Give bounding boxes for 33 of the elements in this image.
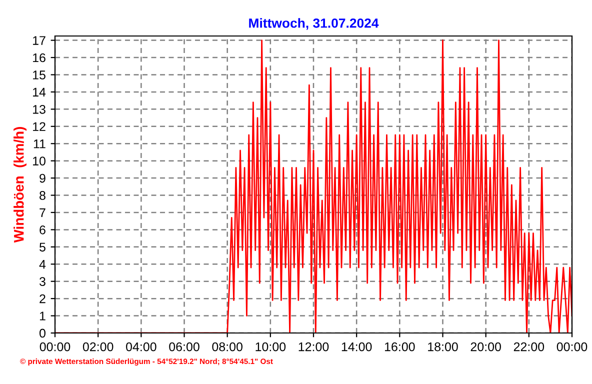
- y-tick-label: 2: [40, 294, 46, 304]
- x-tick-label: 00:00: [556, 342, 588, 352]
- x-tick-label: 16:00: [384, 342, 415, 352]
- y-tick-label: 7: [40, 208, 46, 218]
- y-tick-label: 4: [39, 260, 46, 269]
- x-tick-label: 10:00: [256, 342, 286, 352]
- y-tick-label: 13: [33, 104, 46, 114]
- x-tick-label: 02:00: [82, 342, 114, 352]
- y-tick-label: 10: [33, 156, 46, 166]
- y-tick-label: 14: [33, 88, 46, 96]
- x-tick-label: 22:00: [514, 342, 544, 352]
- y-tick-label: 12: [33, 122, 46, 131]
- y-tick-label: 15: [33, 70, 46, 80]
- x-tick-label: 04:00: [126, 342, 156, 352]
- y-axis-title: Windböen (km/h): [14, 127, 27, 243]
- y-tick-label: 6: [40, 225, 46, 234]
- x-tick-label: 08:00: [212, 342, 242, 352]
- x-tick-label: 14:00: [342, 342, 372, 352]
- y-tick-label: 17: [33, 36, 46, 45]
- y-tick-label: 3: [40, 277, 46, 286]
- y-tick-label: 16: [33, 53, 46, 62]
- x-tick-label: 00:00: [40, 342, 70, 352]
- y-tick-label: 1: [40, 312, 46, 320]
- y-tick-label: 0: [40, 328, 46, 338]
- y-tick-label: 8: [40, 191, 46, 200]
- y-tick-label: 11: [34, 140, 46, 148]
- x-tick-label: 12:00: [298, 342, 329, 352]
- y-tick-label: 9: [40, 174, 46, 183]
- x-tick-label: 06:00: [169, 342, 200, 352]
- x-tick-label: 20:00: [470, 342, 501, 352]
- y-tick-label: 5: [40, 242, 46, 252]
- x-tick-label: 18:00: [428, 342, 458, 352]
- chart-title: Mittwoch, 31.07.2024: [249, 18, 379, 30]
